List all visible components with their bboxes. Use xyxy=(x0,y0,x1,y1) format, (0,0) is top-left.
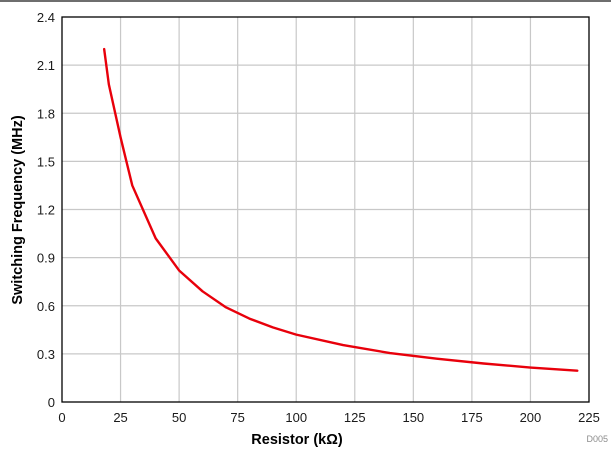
x-tick-label: 25 xyxy=(113,410,127,425)
x-tick-label: 150 xyxy=(402,410,424,425)
y-tick-label: 1.2 xyxy=(37,203,55,218)
y-tick-label: 1.8 xyxy=(37,106,55,121)
y-tick-label: 2.4 xyxy=(37,10,55,25)
y-axis-title: Switching Frequency (MHz) xyxy=(10,115,26,304)
y-tick-label: 1.5 xyxy=(37,154,55,169)
figure-id: D005 xyxy=(586,434,608,444)
series-layer xyxy=(102,47,579,372)
x-tick-label: 175 xyxy=(461,410,483,425)
x-tick-label: 100 xyxy=(285,410,307,425)
top-rule xyxy=(0,0,611,2)
y-tick-label: 0.3 xyxy=(37,347,55,362)
x-tick-label: 50 xyxy=(172,410,186,425)
plot-frame xyxy=(61,16,590,403)
y-tick-label: 2.1 xyxy=(37,58,55,73)
grid-layer xyxy=(62,17,589,402)
x-tick-label: 225 xyxy=(578,410,600,425)
labels-layer: Resistor (kΩ) Switching Frequency (MHz) … xyxy=(10,115,608,448)
y-tick-label: 0.6 xyxy=(37,299,55,314)
x-axis-title: Resistor (kΩ) xyxy=(251,432,343,448)
y-tick-label: 0 xyxy=(48,395,55,410)
axes-layer: 0 25 50 75 100 125 150 175 200 225 0 0.3 0.6 0.9 1.2 1.… xyxy=(37,10,600,425)
frequency-curve xyxy=(102,47,579,372)
x-tick-label: 200 xyxy=(520,410,542,425)
y-tick-label: 0.9 xyxy=(37,251,55,266)
x-tick-label: 125 xyxy=(344,410,366,425)
x-tick-label: 0 xyxy=(58,410,65,425)
x-tick-label: 75 xyxy=(230,410,244,425)
